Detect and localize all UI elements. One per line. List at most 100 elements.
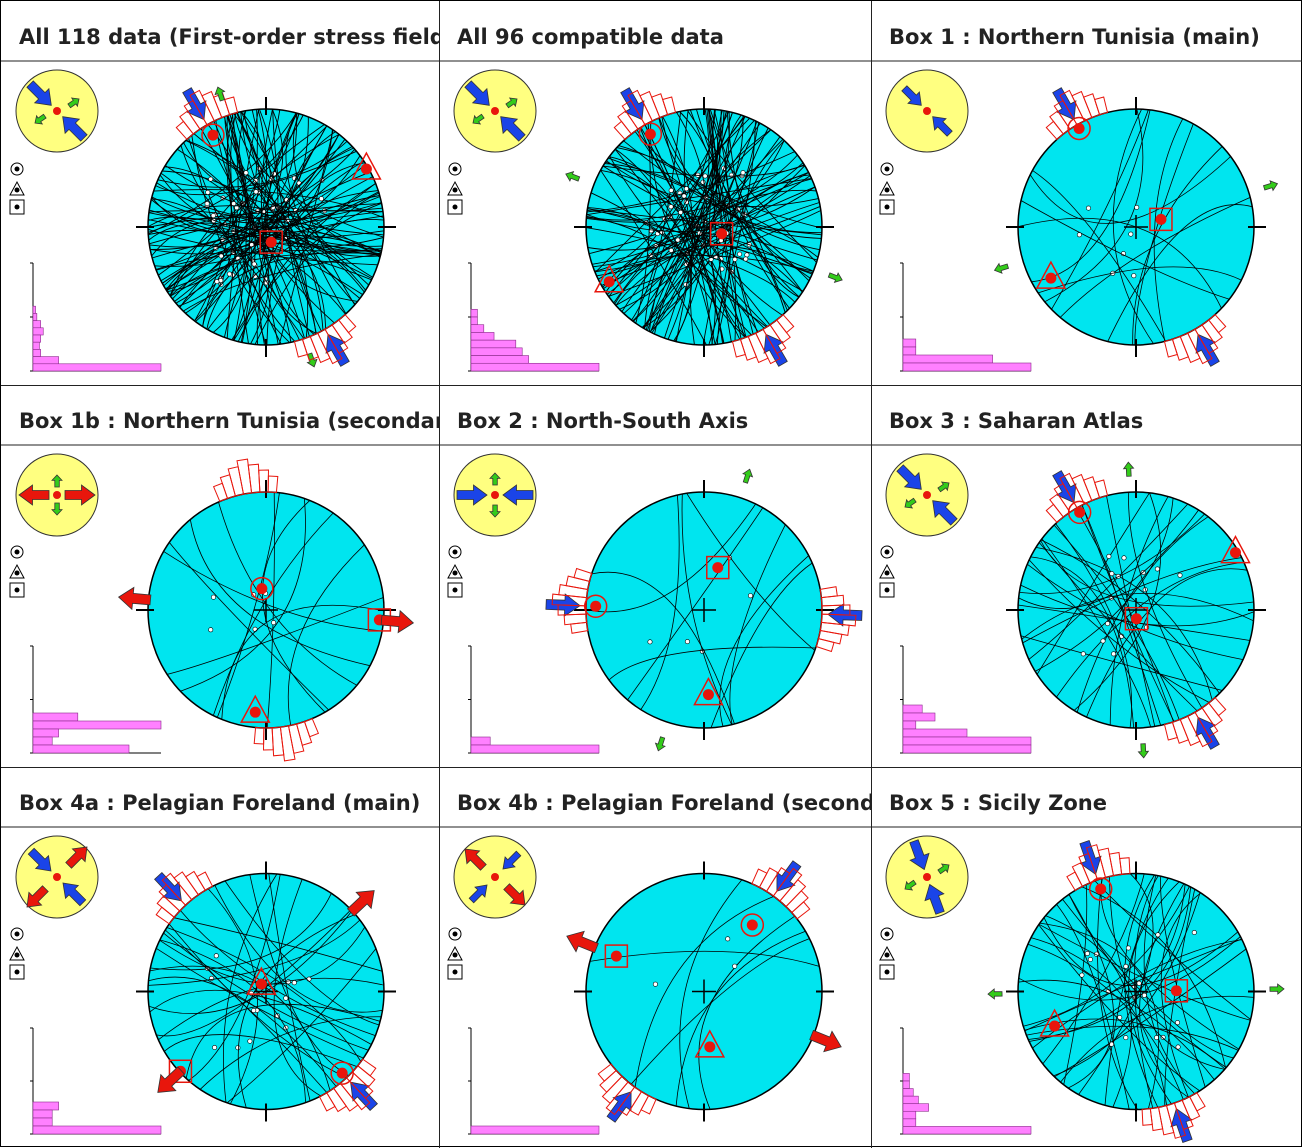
fault-plane-arc: [710, 562, 813, 728]
slip-point: [1084, 951, 1090, 957]
fault-plane-arc: [1030, 937, 1168, 1106]
fault-plane-arc: [188, 874, 281, 1081]
fault-plane-arc: [236, 112, 317, 334]
fault-plane-arc: [679, 879, 743, 1109]
slip-point: [306, 976, 312, 982]
histogram-bar: [470, 339, 517, 349]
sigma1-symbol-icon: [880, 162, 894, 176]
sigma1-pole: [201, 123, 225, 147]
slip-point: [728, 172, 734, 178]
histogram-bar: [902, 704, 923, 714]
rose-petal: [253, 726, 265, 745]
rose-petal: [551, 593, 588, 607]
fault-plane-arc: [292, 113, 356, 306]
fault-plane-arc: [1018, 509, 1199, 609]
row-divider: [1, 385, 1302, 386]
slip-point: [719, 266, 725, 272]
fault-plane-arc: [1040, 539, 1220, 694]
fault-plane-arc: [214, 885, 383, 1013]
sigma3-extension-arrow-icon: [117, 586, 152, 611]
fault-plane-arc: [1019, 513, 1205, 594]
stress-panel: Box 4a : Pelagian Foreland (main): [1, 767, 439, 1148]
rose-petal: [815, 637, 835, 653]
slip-point: [1141, 992, 1147, 998]
fault-plane-arc: [650, 121, 746, 338]
histogram-bar: [902, 1118, 917, 1127]
fault-plane-arc: [658, 117, 822, 239]
rose-petal: [627, 89, 653, 126]
fault-plane-arc: [1128, 881, 1180, 1105]
fault-plane-arc: [591, 571, 735, 725]
slip-point: [1087, 957, 1093, 963]
rose-petal: [301, 335, 320, 361]
compression-arrow-icon: [502, 850, 522, 870]
fault-plane-arc: [602, 164, 805, 177]
fault-plane-arc: [178, 109, 258, 307]
fault-plane-arc: [1068, 894, 1227, 1068]
slip-point: [684, 639, 690, 645]
fault-plane-arc: [159, 926, 366, 985]
fault-plane-arc: [164, 166, 306, 339]
minor-arrow-icon: [67, 97, 80, 109]
slip-point: [747, 593, 753, 599]
fault-plane-arc: [237, 183, 376, 342]
compression-arrow-icon: [62, 882, 87, 907]
sigma3-symbol-icon: [879, 199, 895, 215]
fault-plane-arc: [1081, 504, 1175, 722]
column-divider: [871, 1, 872, 1148]
fault-plane-arc: [237, 914, 356, 1108]
stress-panel: Box 4b : Pelagian Foreland (secondary): [439, 767, 871, 1148]
sigma1-pole: [250, 576, 274, 601]
fault-plane-arc: [168, 923, 347, 1078]
rose-petal: [267, 475, 279, 494]
fault-plane-arc: [729, 524, 786, 725]
fault-plane-arc: [698, 915, 796, 1110]
fault-plane-arc: [1017, 217, 1222, 309]
fault-plane-arc: [1028, 503, 1189, 660]
rose-petal: [1141, 1108, 1153, 1126]
sigma3-extension-arrow-icon: [346, 890, 375, 917]
fault-plane-arc: [719, 555, 809, 727]
slip-point: [235, 1045, 241, 1051]
rose-petal: [573, 567, 593, 583]
rose-petal: [201, 90, 223, 122]
fault-plane-arc: [160, 172, 305, 339]
slip-point: [213, 953, 219, 959]
slip-point: [1123, 1035, 1129, 1041]
fault-plane-arc: [169, 134, 340, 297]
rose-petal: [161, 872, 193, 906]
compression-arrow-icon: [27, 847, 52, 872]
histogram-bar: [470, 744, 600, 754]
rose-petal: [820, 594, 845, 607]
fault-plane-arc: [674, 112, 708, 342]
histogram-bar: [32, 720, 162, 730]
fault-plane-arc: [600, 169, 707, 346]
minor-stress-arrow-icon: [827, 272, 843, 284]
rose-petal: [731, 338, 746, 358]
column-divider: [439, 1, 440, 1148]
fault-plane-arc: [1042, 873, 1145, 1065]
histogram-bar: [902, 744, 1032, 754]
extension-arrow-icon: [18, 484, 50, 506]
fault-plane-arc: [151, 199, 384, 239]
rose-petal: [1179, 332, 1201, 364]
sigma1-symbol-icon: [10, 927, 24, 941]
fault-plane-arc: [1021, 593, 1254, 640]
histogram-bar: [902, 720, 917, 730]
histogram-bar: [32, 349, 41, 357]
fault-plane-arc: [150, 112, 297, 250]
rose-petal: [747, 332, 769, 364]
fault-plane-arc: [158, 125, 328, 276]
slip-point: [291, 980, 297, 986]
fault-plane-arc: [615, 148, 716, 345]
center-dot: [491, 491, 499, 499]
rose-petal: [332, 1082, 359, 1112]
minor-stress-arrow-icon: [1269, 983, 1285, 995]
fault-plane-arc: [154, 182, 376, 267]
rose-petal: [1082, 476, 1101, 502]
panel-title: Box 4a : Pelagian Foreland (main): [19, 791, 421, 815]
fault-plane-arc: [585, 503, 757, 613]
panel-title: Box 5 : Sicily Zone: [889, 791, 1107, 815]
compression-arrow-icon: [26, 80, 52, 106]
rose-petal: [189, 89, 215, 126]
